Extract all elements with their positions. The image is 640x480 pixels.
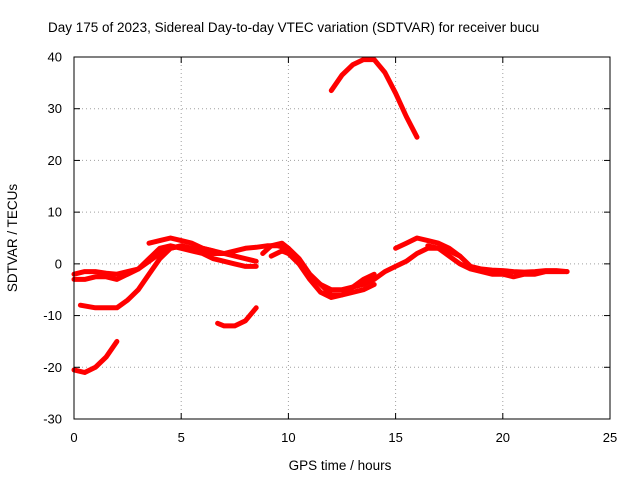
y-tick-label: 20: [48, 153, 62, 168]
series-group: [71, 57, 570, 375]
grid: [74, 57, 610, 419]
y-axis-label: SDTVAR / TECUs: [5, 184, 20, 293]
plot-frame: [73, 56, 611, 420]
x-tick-label: 25: [603, 430, 617, 445]
axis-tick-labels: 0 5 10 15 20 25 -30 -20 -10 0 10 20 30 40: [43, 50, 617, 446]
series-line-track-2: [71, 243, 259, 282]
x-axis-label: GPS time / hours: [289, 458, 392, 473]
series-line-track-10: [328, 57, 420, 140]
y-tick-label: -20: [43, 360, 62, 375]
series-line-track-6: [215, 305, 259, 329]
x-tick-label: 20: [496, 430, 510, 445]
series-line-track-8: [268, 248, 377, 300]
x-tick-label: 10: [281, 430, 295, 445]
y-tick-label: 10: [48, 205, 62, 220]
y-tick-label: 0: [55, 256, 62, 271]
y-tick-label: -30: [43, 412, 62, 427]
series-line-track-12: [425, 243, 570, 280]
chart-title: Day 175 of 2023, Sidereal Day-to-day VTE…: [48, 20, 539, 35]
series-line-track-9: [318, 271, 377, 298]
y-tick-label: -10: [43, 308, 62, 323]
y-tick-label: 40: [48, 50, 62, 65]
x-tick-label: 15: [388, 430, 402, 445]
axis-ticks: [73, 56, 611, 420]
series-line-track-3: [77, 243, 216, 311]
series-line-track-4: [71, 338, 120, 375]
series-line-track-5: [146, 235, 291, 256]
y-tick-label: 30: [48, 101, 62, 116]
x-tick-label: 0: [70, 430, 77, 445]
x-tick-label: 5: [178, 430, 185, 445]
